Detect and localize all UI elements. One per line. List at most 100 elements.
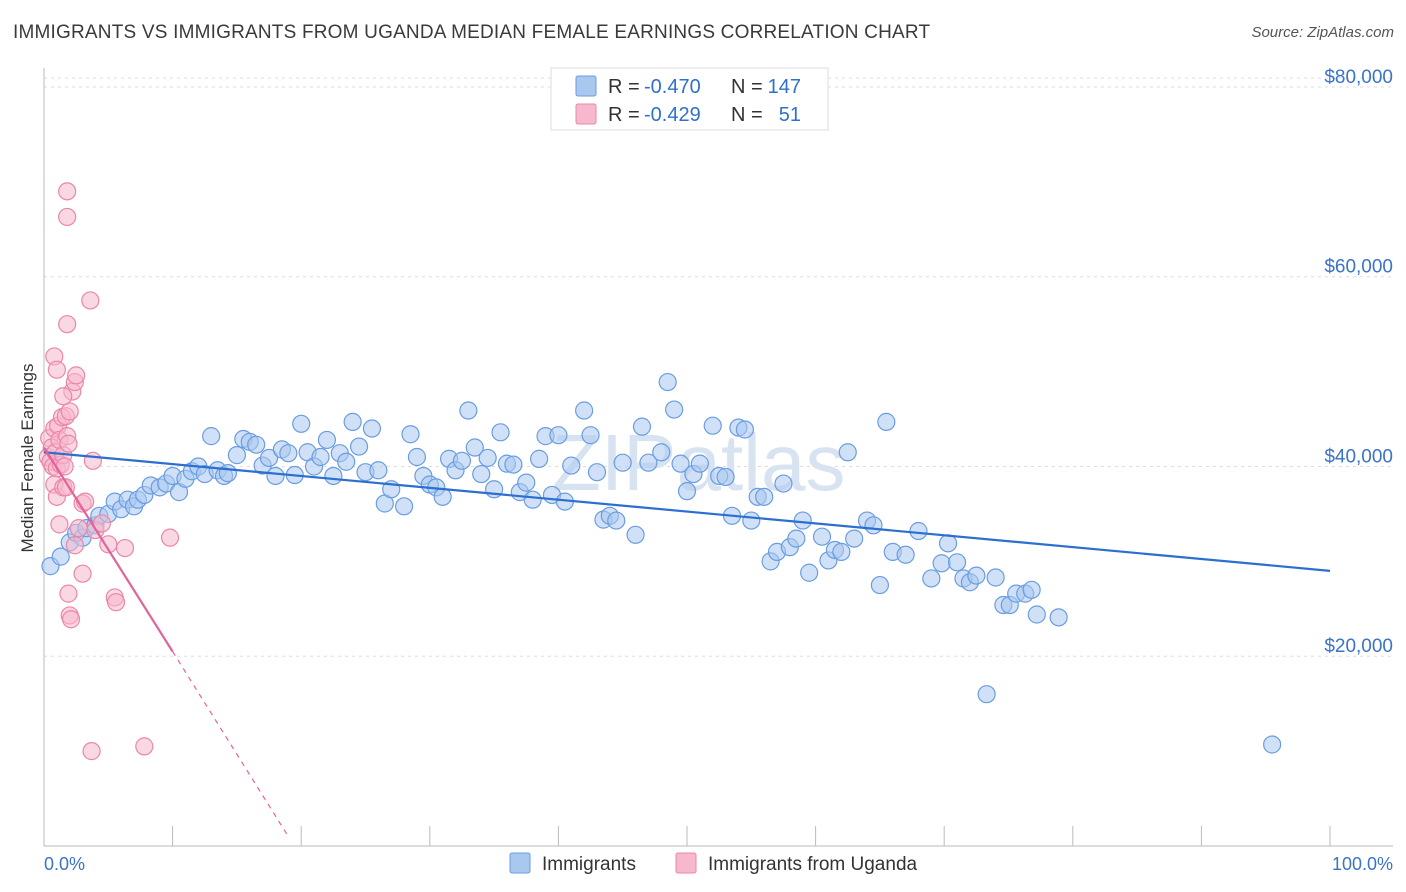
immigrants-point <box>639 453 658 472</box>
immigrants-point <box>51 547 70 566</box>
legend-box <box>550 67 829 131</box>
immigrants-point <box>517 473 536 492</box>
immigrants-point <box>735 420 754 439</box>
immigrants-point <box>986 568 1005 587</box>
source-label: Source: ZipAtlas.com <box>1251 24 1394 41</box>
immigrants-point <box>658 372 677 392</box>
immigrants-point <box>626 525 645 544</box>
chart-title: IMMIGRANTS VS IMMIGRANTS FROM UGANDA MED… <box>13 22 931 43</box>
immigrants-point <box>1022 580 1041 599</box>
uganda-point <box>58 315 77 334</box>
immigrants-point <box>343 412 362 431</box>
immigrants-point <box>369 461 388 480</box>
uganda-point <box>83 451 102 470</box>
legend-r-label-1: R = <box>608 76 640 98</box>
immigrants-point <box>774 474 793 493</box>
y-tick-labels: $20,000 $40,000 $60,000 $80,000 <box>1324 67 1393 657</box>
legend-swatch-immigrants <box>575 75 597 97</box>
uganda-trend-line-extrapolated <box>172 651 289 837</box>
immigrants-point <box>324 466 343 486</box>
immigrants-point <box>613 453 632 472</box>
immigrants-point <box>407 447 427 467</box>
immigrants-point <box>562 456 581 475</box>
immigrants-point <box>938 534 958 553</box>
immigrants-point <box>478 448 497 468</box>
y-tick-label: $60,000 <box>1324 257 1393 278</box>
immigrants-point <box>967 566 986 585</box>
immigrants-point <box>549 426 568 445</box>
legend-n-label-2: N = <box>731 104 763 126</box>
immigrants-point <box>581 426 600 445</box>
immigrants-point <box>292 414 311 433</box>
immigrants-point <box>665 400 684 419</box>
uganda-point <box>60 402 79 421</box>
immigrants-point <box>793 511 812 530</box>
uganda-point <box>67 366 86 385</box>
legend-r-label-2: R = <box>608 104 640 126</box>
immigrants-point <box>523 490 542 509</box>
immigrants-point <box>977 685 996 704</box>
immigrants-point <box>279 444 298 463</box>
immigrants-point <box>690 454 709 473</box>
immigrants-points <box>41 372 1282 754</box>
uganda-point <box>54 387 73 406</box>
immigrants-point <box>755 487 774 506</box>
immigrants-point <box>433 487 452 506</box>
immigrants-point <box>218 464 237 483</box>
uganda-point <box>69 519 88 538</box>
uganda-point <box>61 610 81 629</box>
legend-n-value-1: 147 <box>768 76 801 98</box>
legend-n-label-1: N = <box>731 76 763 98</box>
immigrants-point <box>401 425 420 444</box>
legend-r-value-1: -0.470 <box>644 76 701 98</box>
uganda-point <box>59 584 78 603</box>
trend-lines <box>43 446 1331 837</box>
legend-swatch-uganda <box>575 103 597 125</box>
uganda-point <box>160 528 180 547</box>
x-tick-label-max: 100.0% <box>1332 854 1393 874</box>
uganda-point <box>92 514 111 533</box>
immigrants-point <box>317 430 337 450</box>
immigrants-point <box>812 527 832 546</box>
uganda-point <box>58 207 77 227</box>
immigrants-point <box>1027 605 1046 624</box>
immigrants-point <box>877 412 896 431</box>
immigrants-point <box>504 455 523 474</box>
immigrants-point <box>1049 608 1068 627</box>
uganda-point <box>47 360 66 379</box>
immigrants-point <box>311 447 330 467</box>
uganda-point <box>115 538 135 558</box>
uganda-point <box>56 478 75 497</box>
immigrants-point <box>202 427 221 446</box>
uganda-point <box>106 593 126 612</box>
immigrants-point <box>632 417 652 436</box>
uganda-point <box>81 291 100 310</box>
immigrants-point <box>832 542 851 561</box>
uganda-point <box>59 434 78 453</box>
legend: R = -0.470 N = 147 R = -0.429 N = 51 <box>550 67 829 131</box>
uganda-point <box>73 564 92 583</box>
immigrants-point <box>652 443 671 462</box>
x-tick-label-min: 0.0% <box>44 854 85 874</box>
immigrants-point <box>459 401 478 420</box>
uganda-point <box>65 536 84 555</box>
uganda-point <box>82 742 101 761</box>
uganda-trend-line <box>43 446 174 653</box>
immigrants-point <box>266 466 285 486</box>
immigrants-point <box>864 516 883 535</box>
y-tick-label: $20,000 <box>1324 636 1393 657</box>
immigrants-point <box>909 521 928 541</box>
immigrants-point <box>530 449 549 468</box>
bottom-legend-immigrants: Immigrants <box>542 854 636 875</box>
y-tick-label: $80,000 <box>1324 67 1393 88</box>
immigrants-point <box>947 553 967 572</box>
bottom-legend: Immigrants Immigrants from Uganda <box>509 852 918 875</box>
immigrants-point <box>394 497 414 516</box>
immigrants-point <box>465 438 484 457</box>
uganda-point <box>135 737 154 756</box>
immigrants-point <box>607 511 626 530</box>
uganda-point <box>58 182 77 201</box>
immigrants-point <box>472 464 491 484</box>
immigrants-trend-line <box>43 451 1331 572</box>
